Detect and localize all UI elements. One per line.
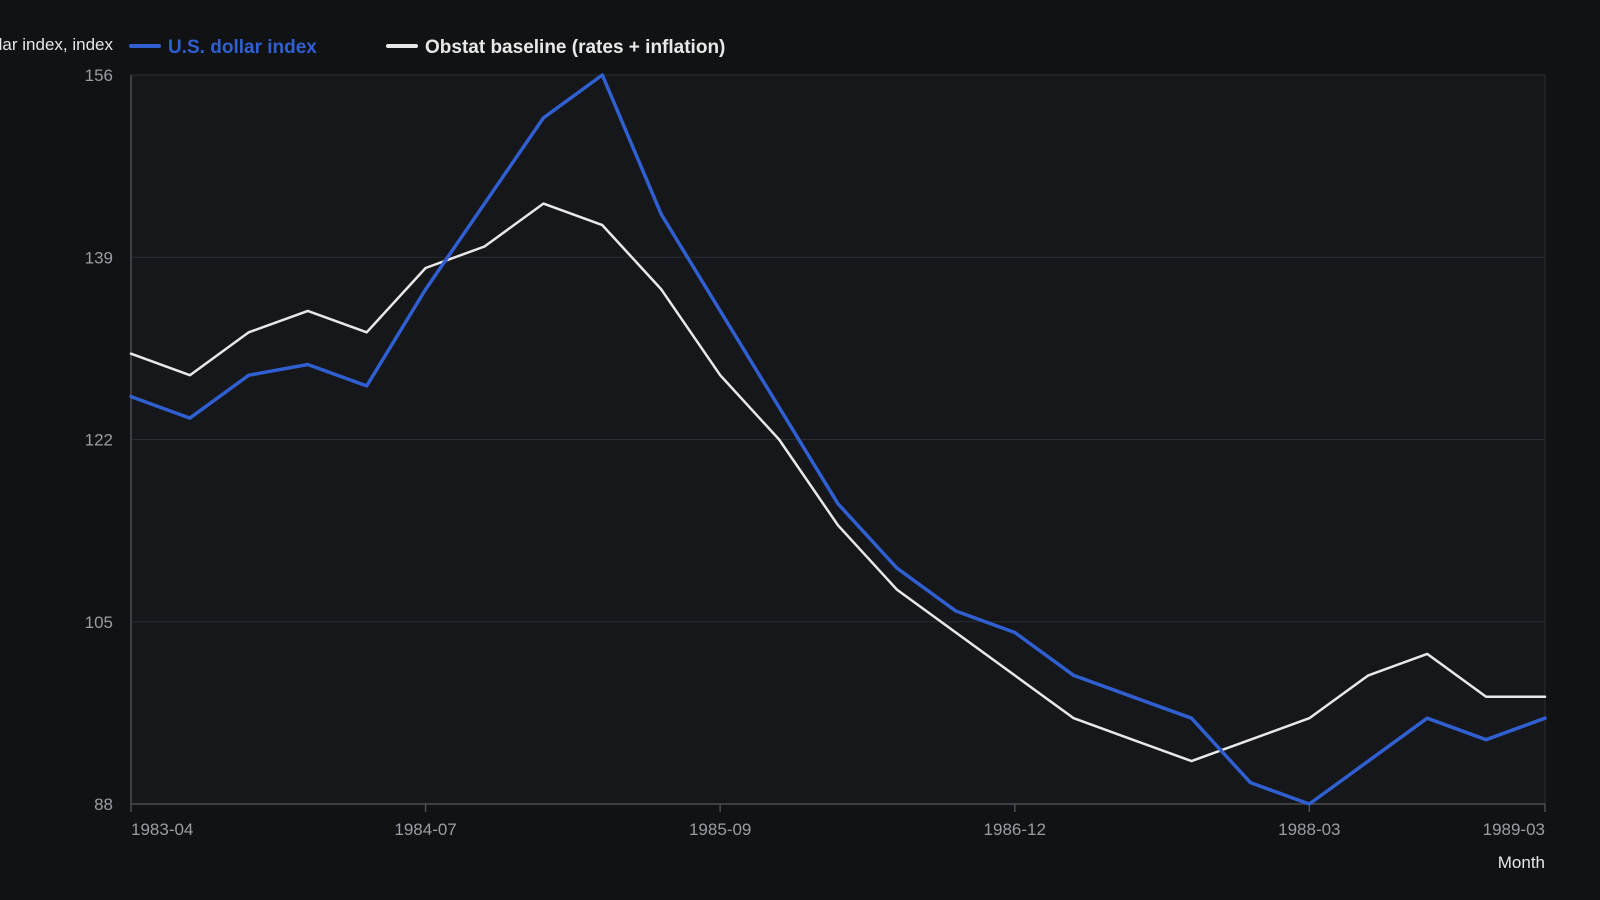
series-line-dollar-index	[129, 73, 1547, 806]
x-tick-label: 1984-07	[394, 820, 456, 839]
y-tick-label: 139	[85, 248, 113, 267]
axes: 156 139 122 105 88 1983-04 1984-07 1985-09 1986-…	[0, 35, 1546, 872]
legend-obstat-baseline: Obstat baseline (rates + inflation)	[386, 37, 725, 58]
x-tick-label: 1985-09	[689, 820, 751, 839]
y-tick-label: 122	[85, 431, 113, 450]
legend: U.S. dollar index Obstat baseline (rates …	[129, 37, 725, 58]
y-tick-label: 88	[94, 795, 113, 814]
grid	[131, 74, 1546, 804]
x-tick-label: 1988-03	[1278, 820, 1340, 839]
y-axis-title: U.S. dollar index, index	[0, 35, 113, 54]
x-tick-label: 1983-04	[131, 820, 193, 839]
legend-label: Obstat baseline (rates + inflation)	[425, 37, 725, 58]
y-tick-label: 156	[85, 66, 113, 85]
y-tick-label: 105	[85, 613, 113, 632]
x-tick-label: 1989-03	[1483, 820, 1545, 839]
x-tick-label: 1986-12	[984, 820, 1046, 839]
legend-dollar-index: U.S. dollar index	[129, 37, 317, 58]
series-layer	[129, 73, 1547, 806]
x-axis-title: Month	[1498, 853, 1545, 872]
legend-label: U.S. dollar index	[168, 37, 317, 58]
series-line-obstat-baseline	[129, 202, 1547, 763]
